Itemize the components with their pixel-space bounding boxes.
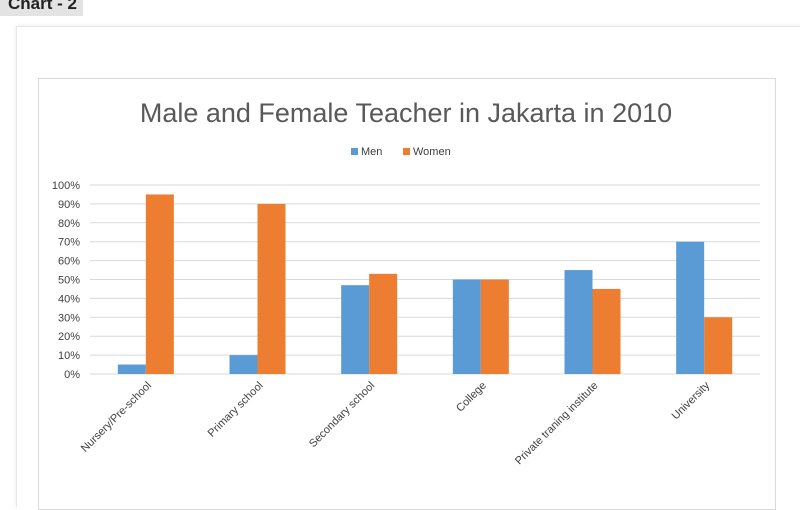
legend-label-men: Men [361, 146, 382, 158]
x-tick-label: College [454, 380, 489, 415]
y-tick-label: 70% [58, 237, 80, 249]
chart-gridlines [90, 184, 760, 375]
bar-women-5 [704, 317, 733, 374]
y-tick-label: 90% [58, 199, 80, 211]
bar-women-4 [592, 288, 621, 374]
page-heading: Chart - 2 [0, 0, 83, 16]
x-axis-tick-labels: Nursery/Pre-school Primary school Secondar… [79, 379, 713, 467]
legend-swatch-women [403, 148, 410, 155]
y-tick-label: 40% [58, 293, 80, 305]
y-tick-label: 20% [58, 331, 80, 343]
bar-women-3 [480, 279, 509, 374]
y-tick-label: 50% [58, 275, 80, 287]
bar-men-1 [229, 355, 258, 374]
legend-label-women: Women [413, 146, 451, 158]
x-tick-label: Secondary school [307, 380, 377, 450]
y-tick-label: 30% [58, 312, 80, 324]
x-tick-label: Primary school [206, 380, 266, 440]
y-tick-label: 100% [52, 180, 80, 192]
chart-legend: Men Women [351, 146, 451, 158]
x-tick-label: University [670, 379, 713, 422]
bar-women-0 [145, 194, 174, 374]
legend-swatch-men [351, 148, 358, 155]
bar-men-0 [117, 364, 146, 374]
bar-chart: Male and Female Teacher in Jakarta in 20… [52, 98, 760, 467]
bar-men-5 [676, 241, 705, 374]
bar-men-4 [564, 270, 593, 374]
bar-women-1 [257, 203, 286, 374]
y-tick-label: 0% [64, 369, 80, 381]
y-tick-label: 10% [58, 350, 80, 362]
x-tick-label: Private traning institute [513, 380, 601, 468]
x-tick-label: Nursery/Pre-school [79, 380, 154, 455]
y-tick-label: 60% [58, 256, 80, 268]
y-tick-label: 80% [58, 218, 80, 230]
bar-men-3 [452, 279, 481, 374]
bar-women-2 [369, 273, 398, 374]
bar-men-2 [341, 285, 370, 374]
chart-bars [117, 194, 733, 374]
y-axis-tick-labels: 0% 10% 20% 30% 40% 50% 60% 70% 80% 90% 100% [52, 180, 80, 381]
chart-title: Male and Female Teacher in Jakarta in 20… [140, 98, 672, 128]
